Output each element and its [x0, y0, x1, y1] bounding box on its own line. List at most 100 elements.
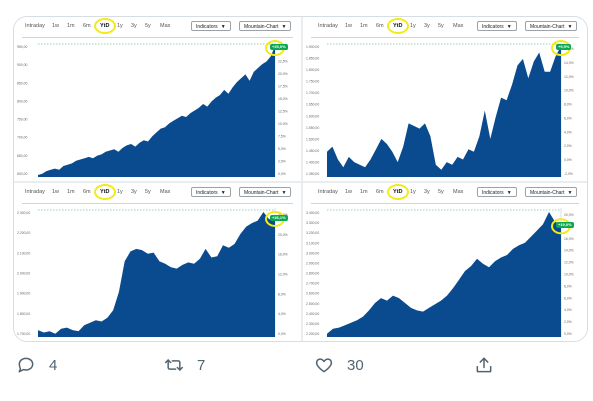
y-tick-label: 2.300,00	[306, 322, 319, 326]
range-tab-3y[interactable]: 3y	[131, 189, 137, 195]
range-tab-1w[interactable]: 1w	[345, 23, 353, 29]
y2-tick-label: 20,0%	[278, 72, 288, 76]
indicators-dropdown[interactable]: Indicators ▼	[191, 21, 231, 31]
y2-tick-label: 6,0%	[564, 116, 572, 120]
indicators-label: Indicators	[196, 190, 218, 196]
y2-tick-label: 10,0%	[278, 122, 288, 126]
y-tick-label: 850,00	[17, 81, 27, 85]
reply-button[interactable]: 4	[16, 353, 57, 377]
chart-type-dropdown[interactable]: Mountain-Chart ▼	[239, 187, 292, 197]
change-badge: +25,0%	[270, 44, 288, 50]
chevron-down-icon: ▼	[506, 190, 512, 196]
range-tab-1w[interactable]: 1w	[52, 23, 60, 29]
toolbar-divider	[311, 203, 579, 204]
y2-tick-label: 4,0%	[564, 130, 572, 134]
grid-divider-vertical	[301, 17, 303, 341]
y2-tick-label: 8,0%	[564, 284, 572, 288]
range-tab-1m[interactable]: 1m	[67, 23, 75, 29]
range-tab-1w[interactable]: 1w	[52, 189, 60, 195]
range-tab-6m[interactable]: 6m	[83, 23, 91, 29]
range-tab-max[interactable]: Max	[160, 23, 171, 29]
y-tick-label: 750,00	[17, 118, 27, 122]
y-tick-label: 1.900,00	[306, 45, 319, 49]
range-tab-max[interactable]: Max	[160, 189, 171, 195]
tweet-actions: 4 7 30	[0, 345, 593, 385]
indicators-dropdown[interactable]: Indicators ▼	[477, 21, 517, 31]
range-tab-1m[interactable]: 1m	[360, 23, 368, 29]
share-button[interactable]	[474, 353, 507, 377]
range-tab-1y[interactable]: 1y	[117, 189, 123, 195]
toolbar-divider	[22, 203, 293, 204]
range-tab-1m[interactable]: 1m	[67, 189, 75, 195]
range-tab-3y[interactable]: 3y	[424, 189, 430, 195]
range-tab-6m[interactable]: 6m	[376, 189, 384, 195]
y-tick-label: 600,00	[17, 172, 27, 176]
y-tick-label: 2.800,00	[306, 272, 319, 276]
range-tab-1w[interactable]: 1w	[345, 189, 353, 195]
highlight-circle-tab	[94, 18, 116, 34]
y2-tick-label: 0,0%	[564, 158, 572, 162]
retweet-button[interactable]: 7	[164, 353, 205, 377]
range-tab-intraday[interactable]: Intraday	[318, 189, 338, 195]
retweet-count: 7	[197, 356, 206, 374]
range-tab-intraday[interactable]: Intraday	[318, 23, 338, 29]
indicators-dropdown[interactable]: Indicators ▼	[477, 187, 517, 197]
range-tab-max[interactable]: Max	[453, 23, 464, 29]
y2-tick-label: 17,5%	[278, 85, 288, 89]
chart-panel-top-right[interactable]: Intraday 1w 1m 6m YtD 1y 3y 5y Max Indicators ▼ Mou…	[303, 17, 587, 181]
y-tick-label: 2.100,00	[17, 251, 30, 255]
range-tab-5y[interactable]: 5y	[438, 189, 444, 195]
range-tab-3y[interactable]: 3y	[424, 23, 430, 29]
chart-type-dropdown[interactable]: Mountain-Chart ▼	[525, 21, 578, 31]
chart-panel-bottom-right[interactable]: Intraday 1w 1m 6m YtD 1y 3y 5y Max Indicators ▼ Mou…	[303, 183, 587, 341]
media-card[interactable]: Intraday 1w 1m 6m YtD 1y 3y 5y Max Indicators ▼ Mou…	[13, 16, 588, 342]
range-tab-5y[interactable]: 5y	[145, 23, 151, 29]
chart-panel-bottom-left[interactable]: Intraday 1w 1m 6m YtD 1y 3y 5y Max Indicators ▼ Mou…	[14, 183, 301, 341]
indicators-dropdown[interactable]: Indicators ▼	[191, 187, 231, 197]
range-selector: Intraday 1w 1m 6m YtD 1y 3y 5y Max Indicators ▼ Mou…	[14, 183, 301, 203]
chevron-down-icon: ▼	[220, 190, 226, 196]
chart-type-label: Mountain-Chart	[244, 190, 279, 196]
range-tab-intraday[interactable]: Intraday	[25, 23, 45, 29]
y2-tick-label: 0,0%	[278, 172, 286, 176]
y-tick-label: 1.900,00	[17, 292, 30, 296]
range-tab-1y[interactable]: 1y	[410, 23, 416, 29]
like-button[interactable]: 30	[314, 353, 364, 377]
y2-tick-label: 0,0%	[278, 332, 286, 336]
chart-type-dropdown[interactable]: Mountain-Chart ▼	[239, 21, 292, 31]
range-tab-1y[interactable]: 1y	[117, 23, 123, 29]
range-tab-6m[interactable]: 6m	[83, 189, 91, 195]
y-tick-label: 700,00	[17, 136, 27, 140]
heart-icon	[315, 358, 333, 373]
range-tab-1y[interactable]: 1y	[410, 189, 416, 195]
y2-tick-label: 4,0%	[278, 312, 286, 316]
y-tick-label: 2.300,00	[17, 211, 30, 215]
like-count: 30	[347, 356, 364, 374]
toolbar-divider	[311, 37, 579, 38]
y-tick-label: 900,00	[17, 63, 27, 67]
y-tick-label: 3.100,00	[306, 241, 319, 245]
change-badge: +19,0%	[556, 222, 574, 229]
range-selector: Intraday 1w 1m 6m YtD 1y 3y 5y Max Indicators ▼ Mou…	[303, 183, 587, 203]
range-tab-5y[interactable]: 5y	[438, 23, 444, 29]
chart-type-dropdown[interactable]: Mountain-Chart ▼	[525, 187, 578, 197]
y-tick-label: 2.500,00	[306, 302, 319, 306]
range-tab-3y[interactable]: 3y	[131, 23, 137, 29]
range-tab-6m[interactable]: 6m	[376, 23, 384, 29]
y2-tick-label: 8,0%	[564, 103, 572, 107]
chart-panel-top-left[interactable]: Intraday 1w 1m 6m YtD 1y 3y 5y Max Indicators ▼ Mou…	[14, 17, 301, 181]
range-tab-1m[interactable]: 1m	[360, 189, 368, 195]
range-tab-5y[interactable]: 5y	[145, 189, 151, 195]
chevron-down-icon: ▼	[567, 24, 573, 30]
y2-tick-label: 7,5%	[278, 135, 286, 139]
y-tick-label: 3.400,00	[306, 211, 319, 215]
y-tick-label: 3.300,00	[306, 221, 319, 225]
y-tick-label: 1.350,00	[306, 172, 319, 176]
range-tab-max[interactable]: Max	[453, 189, 464, 195]
y-tick-label: 2.600,00	[306, 292, 319, 296]
area-series	[327, 46, 561, 177]
highlight-circle-tab	[94, 184, 116, 200]
range-tab-intraday[interactable]: Intraday	[25, 189, 45, 195]
y2-tick-label: 10,0%	[564, 89, 574, 93]
chevron-down-icon: ▼	[281, 24, 287, 30]
